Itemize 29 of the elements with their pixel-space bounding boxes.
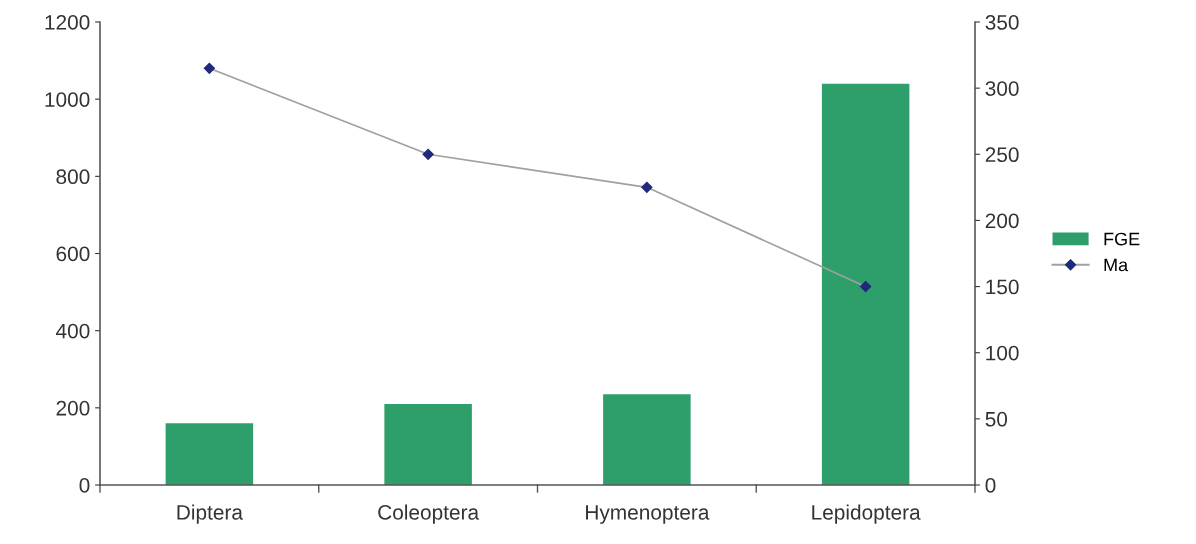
bar — [384, 403, 472, 485]
x-tick-label: Hymenoptera — [586, 505, 710, 524]
y-tick-label: 400 — [56, 323, 90, 339]
legend-label: FGE — [1104, 232, 1140, 246]
y2-tick-label: 200 — [985, 213, 1019, 229]
y2-tick-label: 250 — [985, 147, 1019, 163]
legend-label: Ma — [1104, 258, 1129, 272]
point — [203, 62, 215, 74]
bar — [821, 83, 910, 485]
y-tick-label: 200 — [56, 400, 90, 416]
x-tick-label: Lepidoptera — [812, 504, 921, 524]
y2-tick-label: 350 — [985, 15, 1019, 30]
y-tick-label: 600 — [56, 246, 90, 262]
y-tick-label: 1000 — [45, 92, 90, 107]
y2-tick-label: 50 — [985, 411, 1008, 427]
y2-tick-label: 100 — [986, 345, 1019, 361]
y-tick-label: 1200 — [45, 15, 90, 30]
y2-tick-label: 150 — [986, 279, 1019, 295]
point — [860, 280, 872, 293]
bar — [165, 423, 254, 485]
y-tick-label: 0 — [79, 478, 90, 493]
point — [641, 181, 653, 193]
y2-tick-label: 0 — [985, 478, 996, 493]
x-tick-label: Coleoptera — [378, 504, 480, 524]
bar — [603, 394, 691, 485]
y2-tick-label: 300 — [985, 81, 1019, 96]
point — [422, 148, 434, 160]
y-tick-label: 800 — [56, 169, 90, 185]
x-tick-label: Diptera — [177, 504, 243, 524]
